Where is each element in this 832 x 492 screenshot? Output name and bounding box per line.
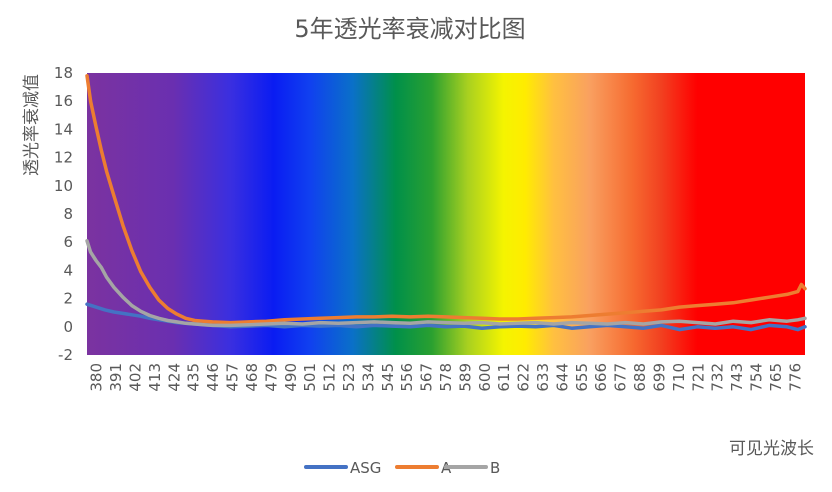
x-tick-label: 776 (786, 363, 804, 392)
legend-item-b: B (444, 459, 500, 477)
x-tick-label: 633 (534, 363, 552, 392)
x-tick-label: 721 (689, 363, 707, 392)
y-tick-label: 14 (54, 120, 73, 138)
x-tick-label: 413 (146, 363, 164, 392)
series-line-asg (85, 302, 807, 332)
x-tick-label: 732 (709, 363, 727, 392)
y-axis-ticks: -2 0 2 4 6 8 10 12 14 16 18 (54, 64, 73, 364)
x-tick-label: 754 (747, 363, 765, 392)
x-tick-label: 479 (262, 363, 280, 392)
x-tick-label: 512 (321, 363, 339, 392)
x-tick-label: 743 (728, 363, 746, 392)
x-tick-label: 677 (612, 363, 630, 392)
y-tick-label: 0 (63, 318, 73, 336)
x-tick-label: 501 (301, 363, 319, 392)
y-tick-label: 18 (54, 64, 73, 82)
x-tick-label: 446 (204, 363, 222, 392)
x-tick-label: 468 (243, 363, 261, 392)
y-tick-label: 4 (63, 261, 73, 279)
x-axis-title: 可见光波长 (729, 439, 814, 459)
x-tick-label: 523 (340, 363, 358, 392)
x-tick-label: 545 (379, 363, 397, 392)
x-tick-label: 578 (437, 363, 455, 392)
x-tick-label: 490 (282, 363, 300, 392)
x-tick-label: 765 (767, 363, 785, 392)
series-line-b (85, 239, 807, 328)
x-tick-label: 699 (650, 363, 668, 392)
y-tick-label: 2 (63, 290, 73, 308)
legend-label: ASG (350, 459, 381, 477)
series-layer (85, 74, 807, 332)
x-tick-label: 534 (359, 363, 377, 392)
y-tick-label: -2 (58, 346, 73, 364)
y-tick-label: 10 (54, 177, 73, 195)
x-tick-label: 600 (476, 363, 494, 392)
y-tick-label: 8 (63, 205, 73, 223)
spectrum-background (87, 73, 805, 355)
x-tick-label: 655 (573, 363, 591, 392)
x-tick-label: 567 (418, 363, 436, 392)
x-tick-label: 666 (592, 363, 610, 392)
x-tick-label: 589 (456, 363, 474, 392)
y-tick-label: 12 (54, 149, 73, 167)
legend-label: B (490, 459, 500, 477)
x-tick-label: 622 (515, 363, 533, 392)
x-axis-ticks: 380 391 402 413 424 435 446 457 468 479 490 501 512 5… (88, 363, 805, 392)
legend-item-a: A (395, 459, 452, 477)
x-tick-label: 424 (165, 363, 183, 392)
y-axis-title: 透光率衰减值 (22, 74, 42, 176)
legend-item-asg: ASG (304, 459, 381, 477)
x-tick-label: 457 (224, 363, 242, 392)
x-tick-label: 644 (553, 363, 571, 392)
y-tick-label: 6 (63, 233, 73, 251)
x-tick-label: 710 (670, 363, 688, 392)
x-tick-label: 556 (398, 363, 416, 392)
series-line-a (85, 74, 807, 325)
y-tick-label: 16 (54, 92, 73, 110)
x-tick-label: 611 (495, 363, 513, 392)
x-tick-label: 688 (631, 363, 649, 392)
x-tick-label: 402 (127, 363, 145, 392)
x-tick-label: 380 (88, 363, 106, 392)
legend: ASG A B (304, 459, 500, 477)
x-tick-label: 391 (107, 363, 125, 392)
x-tick-label: 435 (185, 363, 203, 392)
chart-title: 5年透光率衰减对比图 (294, 15, 525, 43)
